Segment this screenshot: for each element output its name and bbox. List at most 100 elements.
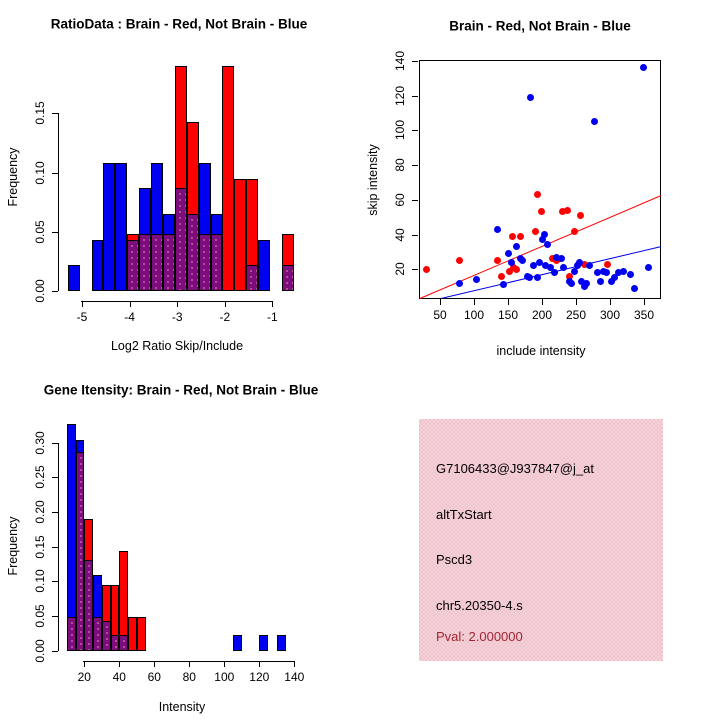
x-tick-label: 200 [531,307,553,322]
scatter-title: Brain - Red, Not Brain - Blue [449,18,631,34]
scatter-point-brain [533,191,541,199]
hist-bar-blue [101,620,111,651]
hist-bar-blue [84,560,94,651]
y-tick [52,231,58,233]
scatter-point-brain [505,267,513,275]
y-tick [412,60,419,62]
y-axis [58,442,59,651]
scatter-point-not-brain [494,225,502,233]
y-tick [52,113,58,115]
y-tick [52,172,58,174]
hist-bar-blue [186,214,199,291]
y-tick-label: 40 [393,227,408,242]
info-location: chr5.20350-4.s [436,598,523,613]
hist-bar-red [84,518,94,651]
x-tick-label: 40 [112,669,126,684]
y-tick-label: 0.15 [33,101,47,126]
hist-bar-blue [210,214,223,291]
scatter-point-brain [576,211,584,219]
scatter-point-not-brain [540,231,548,239]
scatter-point-not-brain [473,276,481,284]
y-tick-label: 0.00 [33,279,47,303]
x-tick [82,301,83,307]
scatter-point-brain [563,206,571,214]
scatter-point-brain [571,227,579,235]
hist-bar-blue [259,635,269,651]
info-pval: Pval: 2.000000 [436,629,523,644]
hist-bar-blue [75,439,85,651]
y-tick-label: 0.10 [33,569,47,593]
hist-bar-blue [258,240,270,291]
y-tick-label: 0.10 [33,160,47,185]
hist-bar-purple [93,617,102,651]
hist-bar-purple [75,452,85,651]
scatter-point-not-brain [571,267,579,275]
x-tick [177,301,179,307]
y-tick [52,291,58,292]
hist-bar-purple [110,635,120,651]
hist-bar-blue [246,264,259,291]
fit-line [419,194,662,300]
x-tick-label: 120 [249,669,270,684]
hist-bar-purple [139,234,151,291]
y-tick [412,130,419,132]
scatter-point-not-brain [543,241,551,249]
y-axis [58,113,59,291]
hist-bar-blue [119,635,129,651]
scatter-point-brain [509,264,517,272]
y-tick [52,477,58,479]
scatter-point-not-brain [639,64,647,72]
hist-bar-purple [281,264,294,291]
scatter-point-not-brain [557,255,565,263]
hist-bar-blue [110,635,120,651]
scatter-point-not-brain [550,269,558,277]
x-tick-label: -4 [124,310,135,324]
x-tick [189,660,191,667]
scatter-point-not-brain [577,277,585,285]
scatter-point-brain [548,255,556,263]
scatter-point-not-brain [523,272,531,280]
y-tick-label: 100 [393,120,408,141]
scatter-xlabel: include intensity [496,344,586,358]
scatter-point-not-brain [541,262,549,270]
scatter-point-brain [552,257,560,265]
hist-bar-blue [281,264,294,291]
scatter-point-not-brain [530,262,538,270]
scatter-point-brain [537,208,545,216]
scatter-point-not-brain [594,269,602,277]
y-tick-label: 0.30 [33,430,47,455]
x-tick-label: 100 [463,307,485,322]
x-tick-label: 100 [214,669,235,684]
y-tick [412,269,419,271]
x-tick [224,660,226,667]
scatter-point-not-brain [614,269,622,277]
scatter-point-brain [494,257,502,265]
hist-bar-purple [162,234,175,291]
hist-bar-red [151,234,163,291]
plot-box [419,59,662,299]
scatter-point-not-brain [583,279,591,287]
scatter-point-not-brain [546,264,554,272]
x-tick-label: 350 [633,307,655,322]
hist-bar-red [246,178,259,291]
scatter-point-brain [455,257,463,265]
scatter-point-brain [565,272,573,280]
scatter-point-not-brain [553,253,561,261]
scatter-point-not-brain [507,258,515,266]
hist-bar-blue [127,240,140,291]
info-panel: G7106433@J937847@j_at altTxStart Pscd3 c… [419,419,663,661]
hist-bar-red [162,234,175,291]
hist-bar-blue [233,635,242,651]
ratio-hist-xlabel: Log2 Ratio Skip/Include [110,339,244,353]
scatter-point-not-brain [590,118,598,126]
hist-bar-blue [276,635,286,651]
scatter-point-not-brain [560,264,568,272]
hist-bar-purple [127,240,140,291]
x-tick-label: 80 [182,669,196,684]
x-tick [610,298,611,305]
hist-bar-blue [103,163,116,291]
hist-bar-red [127,234,140,291]
y-tick-label: 0.05 [33,220,47,244]
x-tick-label: 140 [284,669,305,684]
